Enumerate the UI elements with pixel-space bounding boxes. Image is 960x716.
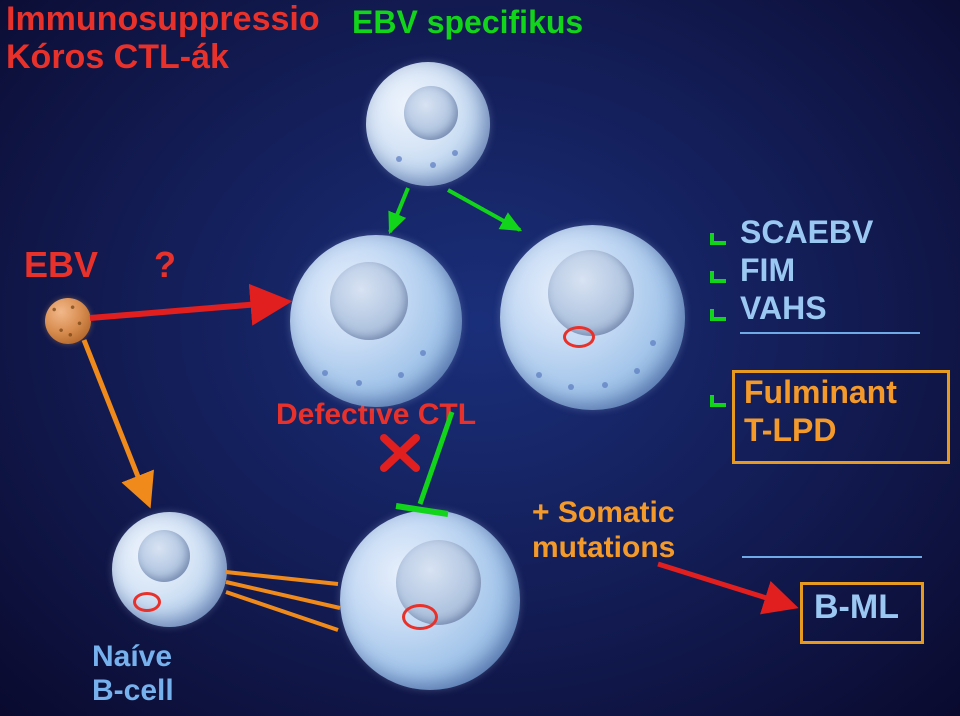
outcomes-underline xyxy=(740,332,920,334)
somatic-mutations-label: + Somatic mutations xyxy=(532,496,675,565)
nucleus-ctl-top xyxy=(404,86,458,140)
ring-bcell-mid xyxy=(402,604,438,630)
bml-underline xyxy=(742,556,922,558)
nucleus-naive-bcell xyxy=(138,530,190,582)
fulminant-line2: T-LPD xyxy=(744,412,836,449)
outcome-vahs: VAHS xyxy=(740,290,827,327)
ebv-virus-icon xyxy=(45,298,91,344)
fulminant-line1: Fulminant xyxy=(744,374,897,411)
ring-cd8-right xyxy=(563,326,595,348)
title-line2: Kóros CTL-ák xyxy=(6,38,229,77)
bml-label: B-ML xyxy=(814,588,899,627)
naive-bcell-line2: B-cell xyxy=(92,674,174,708)
question-mark: ? xyxy=(154,244,176,286)
title-line1: Immunosuppressio xyxy=(6,0,320,39)
outcome-fim: FIM xyxy=(740,252,795,289)
nucleus-cd8-right xyxy=(548,250,634,336)
nucleus-cd8-left xyxy=(330,262,408,340)
ring-naive-bcell xyxy=(133,592,161,612)
ebv-specific-label: EBV specifikus xyxy=(352,4,583,41)
naive-bcell-line1: Naíve xyxy=(92,640,172,674)
ebv-label: EBV xyxy=(24,244,98,286)
outcome-scaebv: SCAEBV xyxy=(740,214,873,251)
